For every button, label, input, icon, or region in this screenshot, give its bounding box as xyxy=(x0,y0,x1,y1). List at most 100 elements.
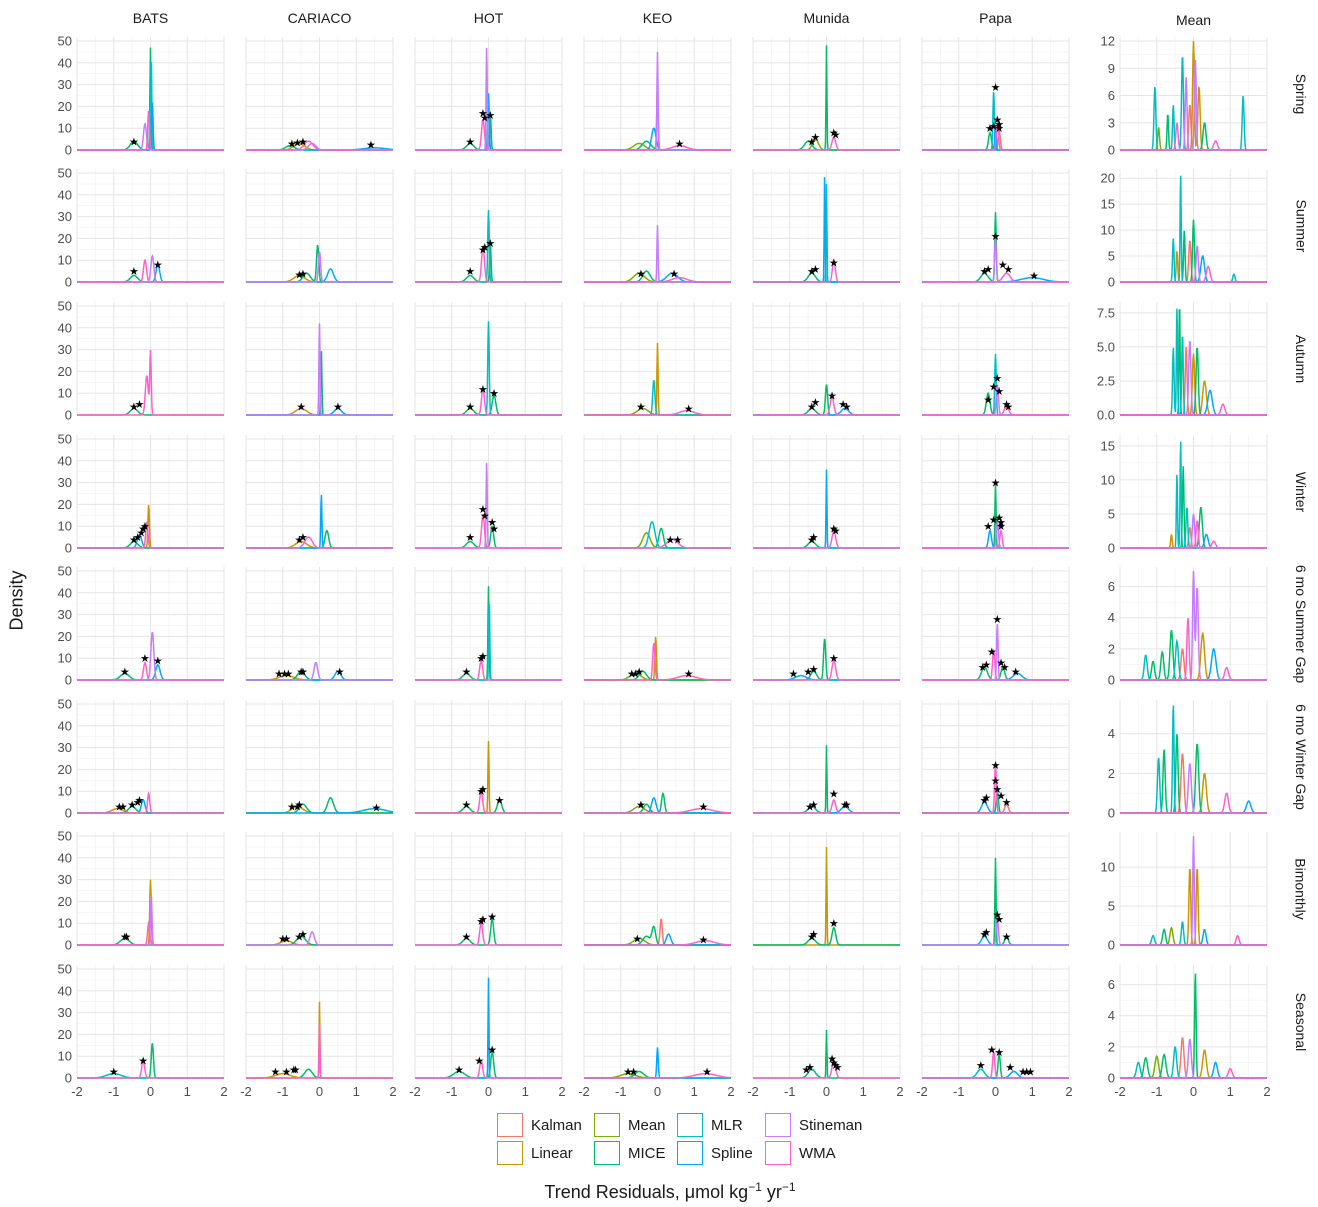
star-marker: ★ xyxy=(1029,269,1039,282)
y-tick-label: 6 xyxy=(1108,977,1115,992)
star-marker: ★ xyxy=(1025,1065,1035,1078)
panel: ★★★★★★ xyxy=(245,567,394,681)
y-tick-label: 30 xyxy=(58,209,72,224)
legend-key xyxy=(765,1113,791,1137)
panel: ★★★★ xyxy=(752,567,901,681)
legend-item: Linear xyxy=(497,1140,573,1166)
panel: ★★★★★★★ xyxy=(921,567,1070,681)
legend-label: MLR xyxy=(711,1116,743,1134)
star-marker: ★ xyxy=(465,531,475,544)
density-curve-wma xyxy=(584,939,732,946)
star-marker: ★ xyxy=(478,107,488,120)
row-strip: Seasonal xyxy=(1286,965,1316,1078)
legend-label: Spline xyxy=(711,1144,753,1162)
y-tick-label: 20 xyxy=(58,762,72,777)
y-axis-label-text: Density xyxy=(6,569,27,631)
star-marker: ★ xyxy=(278,932,288,945)
x-tick-label: 0 xyxy=(654,1084,661,1099)
density-curve-wma xyxy=(1120,934,1267,946)
y-tick-label: 0 xyxy=(1108,938,1115,953)
star-marker: ★ xyxy=(978,661,988,674)
x-tick-label: 2 xyxy=(727,1084,734,1099)
x-tick-label: 1 xyxy=(1029,1084,1036,1099)
density-curve-wma xyxy=(1120,122,1267,151)
y-tick-label: 0 xyxy=(65,673,72,688)
star-marker: ★ xyxy=(294,798,304,811)
y-tick-label: 50 xyxy=(58,166,72,181)
star-marker: ★ xyxy=(989,120,999,133)
panel: ★ ★★★-2 -1 0 1 2 xyxy=(240,965,397,1099)
y-tick-label: 12 xyxy=(1101,34,1115,49)
y-tick-label: 0 xyxy=(65,143,72,158)
y-tick-label: 15 xyxy=(1101,197,1115,212)
star-marker: ★ xyxy=(788,667,798,680)
star-marker: ★ xyxy=(333,400,343,413)
star-marker: ★ xyxy=(991,759,1001,772)
star-marker: ★ xyxy=(495,794,505,807)
star-marker: ★ xyxy=(991,81,1001,94)
y-tick-label: 40 xyxy=(58,585,72,600)
legend-item: WMA xyxy=(765,1140,836,1166)
y-tick-label: 50 xyxy=(58,829,72,844)
star-marker: ★ xyxy=(462,798,472,811)
y-tick-label: 7.5 xyxy=(1097,305,1115,320)
legend-item: MLR xyxy=(677,1112,743,1138)
x-tick-label: 2 xyxy=(558,1084,565,1099)
star-marker: ★ xyxy=(994,118,1004,131)
column-title: BATS xyxy=(132,10,169,26)
star-marker: ★ xyxy=(281,1065,291,1078)
density-curve-wma xyxy=(922,764,1069,814)
density-curve-wma xyxy=(415,244,562,283)
star-marker: ★ xyxy=(994,122,1004,135)
star-marker: ★ xyxy=(120,930,130,943)
star-marker: ★ xyxy=(127,798,137,811)
density-curve-stineman xyxy=(922,916,1069,946)
row-strip-label: Seasonal xyxy=(1293,992,1310,1051)
density-curve-wma xyxy=(246,140,393,151)
star-marker: ★ xyxy=(989,514,999,527)
star-marker: ★ xyxy=(636,267,646,280)
panel: 0 10 20 30 40 50 ★ ★ -2 -1 0 1 2 xyxy=(58,962,228,1100)
star-marker: ★ xyxy=(811,263,821,276)
star-marker: ★ xyxy=(996,657,1006,670)
row-strip-label: Summer xyxy=(1293,199,1309,252)
star-marker: ★ xyxy=(669,267,679,280)
x-tick-label: -2 xyxy=(1114,1084,1126,1099)
star-marker: ★ xyxy=(296,400,306,413)
star-marker: ★ xyxy=(996,516,1006,529)
panel: ★★★★★★ xyxy=(921,37,1070,151)
x-tick-label: 2 xyxy=(220,1084,227,1099)
y-tick-label: 50 xyxy=(58,564,72,579)
star-marker: ★ xyxy=(998,259,1008,272)
panel: ★★ xyxy=(583,700,732,814)
star-marker: ★ xyxy=(138,1055,148,1068)
legend-label: MICE xyxy=(628,1144,666,1162)
star-marker: ★ xyxy=(838,398,848,411)
star-marker: ★ xyxy=(829,256,839,269)
density-curve-wma xyxy=(753,529,900,549)
star-marker: ★ xyxy=(840,798,850,811)
y-tick-label: 15 xyxy=(1101,438,1115,453)
density-curve-wma xyxy=(77,521,224,549)
x-tick-label: -2 xyxy=(747,1084,759,1099)
star-marker: ★ xyxy=(627,667,637,680)
star-marker: ★ xyxy=(981,792,991,805)
star-marker: ★ xyxy=(129,135,139,148)
x-tick-label: 0 xyxy=(147,1084,154,1099)
panel: ★★★ xyxy=(752,169,901,283)
panel: 0 2 4 xyxy=(1108,700,1268,821)
y-tick-label: 10 xyxy=(1101,472,1115,487)
star-marker: ★ xyxy=(465,400,475,413)
star-marker: ★ xyxy=(298,928,308,941)
star-marker: ★ xyxy=(831,525,841,538)
star-marker: ★ xyxy=(992,908,1002,921)
density-curve-wma xyxy=(753,258,900,283)
star-marker: ★ xyxy=(831,129,841,142)
panel: ★★ xyxy=(583,435,732,549)
star-marker: ★ xyxy=(1005,1061,1015,1074)
star-marker: ★ xyxy=(135,794,145,807)
x-tick-label: 0 xyxy=(316,1084,323,1099)
star-marker: ★ xyxy=(985,122,995,135)
panel: ★★ xyxy=(245,169,394,283)
